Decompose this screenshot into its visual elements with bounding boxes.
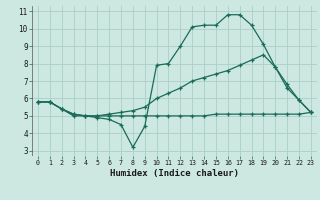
- X-axis label: Humidex (Indice chaleur): Humidex (Indice chaleur): [110, 169, 239, 178]
